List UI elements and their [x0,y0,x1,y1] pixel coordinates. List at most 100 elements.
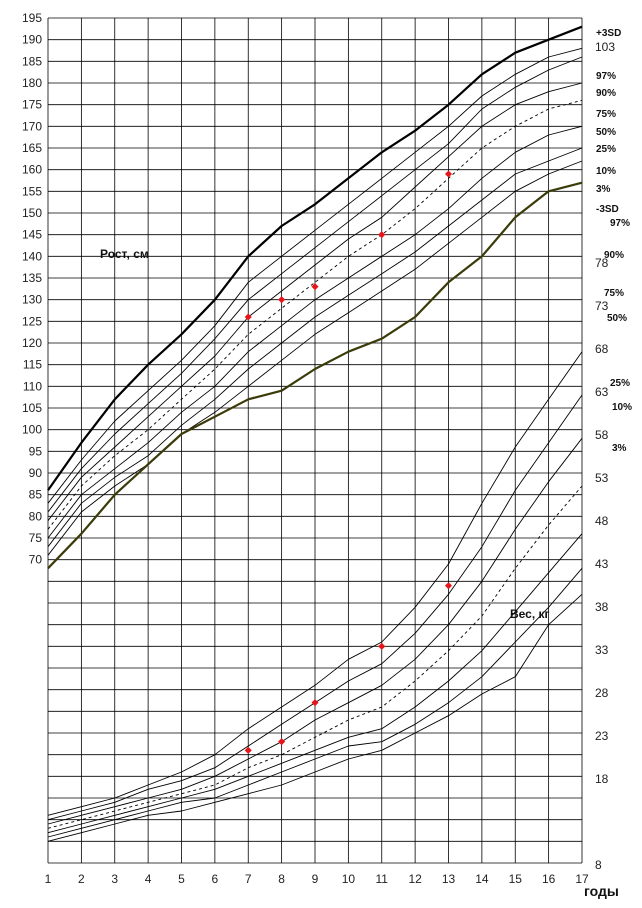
height-curve-90-line [47,56,583,513]
weight-curve-3-line [47,593,583,842]
height-tick-label: 175 [22,98,42,112]
height-curve-50-line [47,99,583,530]
height-tick-label: 140 [22,249,42,263]
height-marker [244,313,252,321]
weight-tick-label: 43 [595,557,609,571]
weight-marker [444,582,453,590]
height-marker [378,231,386,239]
weight-tick-label: 48 [595,514,609,528]
weight-curve-75-line [47,438,583,825]
height-curve-75-line [47,82,583,521]
weight-marker [244,746,252,754]
grid-lines [47,17,583,864]
weight-curve-25-line [47,533,583,834]
weight-tick-label: 18 [595,772,609,786]
weight-tick-label: 78 [595,256,609,270]
height-tick-label: 185 [22,54,42,68]
x-tick-label: 9 [312,872,319,886]
x-tick-label: 17 [575,872,589,886]
height-percentile-label: 97% [596,71,616,82]
height-tick-label: 105 [22,401,42,415]
height-percentile-label: 3% [596,184,611,195]
x-tick-label: 5 [178,872,185,886]
height-tick-label: 180 [22,76,42,90]
x-tick-label: 8 [278,872,285,886]
x-tick-label: 6 [212,872,219,886]
height-percentile-label: +3SD [596,28,621,39]
weight-tick-label: 38 [595,600,609,614]
weight-axis-title: Вес, кг [510,607,550,621]
weight-curve-10-line [47,568,583,838]
weight-percentile-label: 97% [610,218,630,229]
patient-markers [244,170,453,754]
height-percentile-label: 90% [596,88,616,99]
weight-tick-label: 53 [595,471,609,485]
height-tick-label: 70 [29,553,43,567]
weight-tick-label: 63 [595,385,609,399]
axis-labels: 7075808590951001051101151201251301351401… [22,11,632,886]
x-axis-title: годы [584,883,619,899]
x-tick-label: 4 [145,872,152,886]
height-tick-label: 120 [22,336,42,350]
percentile-curves [47,25,583,842]
x-tick-label: 3 [111,872,118,886]
height-tick-label: 125 [22,314,42,328]
height-tick-label: 165 [22,141,42,155]
height-percentile-label: 75% [596,109,616,120]
weight-percentile-label: 10% [612,402,632,413]
height-axis-title: Рост, см [100,247,149,261]
height-marker [311,283,319,291]
height-tick-label: 150 [22,206,42,220]
weight-tick-label: 23 [595,729,609,743]
x-tick-label: 13 [442,872,456,886]
height-curve-3sd-line [47,181,583,570]
height-tick-label: 80 [29,509,43,523]
x-tick-label: 12 [408,872,422,886]
height-tick-label: 195 [22,11,42,25]
height-marker [278,296,286,304]
height-curve-3sd-line [47,25,583,491]
weight-tick-label: 58 [595,428,609,442]
weight-curve-97-line [47,351,583,816]
x-tick-label: 2 [78,872,85,886]
weight-marker [278,738,286,746]
weight-marker [378,642,386,650]
x-tick-label: 7 [245,872,252,886]
weight-tick-label: 73 [595,299,609,313]
height-curve-3-line [47,160,583,556]
height-tick-label: 85 [29,488,43,502]
height-percentile-label: -3SD [596,204,619,215]
x-tick-label: 16 [542,872,556,886]
x-tick-label: 11 [376,872,389,886]
height-tick-label: 95 [29,444,43,458]
x-tick-label: 15 [509,872,523,886]
weight-curve-50-line [47,485,583,829]
weight-tick-label: 8 [595,858,602,872]
x-tick-label: 10 [342,872,356,886]
height-tick-label: 75 [29,531,43,545]
height-marker [444,170,453,178]
weight-percentile-label: 90% [604,250,624,261]
height-tick-label: 100 [22,423,42,437]
height-tick-label: 115 [23,358,42,372]
weight-tick-label: 103 [595,40,615,54]
weight-percentile-label: 25% [610,378,630,389]
weight-marker [311,699,319,707]
height-tick-label: 190 [22,33,42,47]
height-percentile-label: 50% [596,127,616,138]
weight-percentile-label: 75% [604,288,624,299]
weight-percentile-label: 3% [612,443,627,454]
height-tick-label: 155 [22,184,42,198]
height-percentile-label: 25% [596,144,616,155]
weight-percentile-label: 50% [607,313,627,324]
height-tick-label: 130 [22,293,42,307]
height-tick-label: 110 [23,379,42,393]
height-curve-25-line [47,125,583,539]
height-curve-97-line [47,47,583,504]
x-tick-label: 14 [475,872,489,886]
height-tick-label: 145 [22,228,42,242]
x-tick-label: 1 [45,872,52,886]
height-tick-label: 170 [22,119,42,133]
height-curve-10-line [47,147,583,547]
